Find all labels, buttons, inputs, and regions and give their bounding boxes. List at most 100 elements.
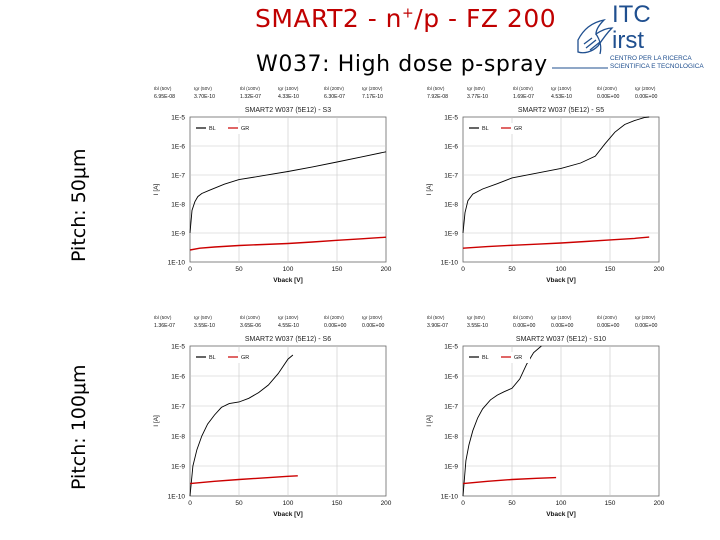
summary-header: Ibl (50V)	[154, 86, 172, 91]
chart-panel-s6: Ibl (50V) Igr (50V) Ibl (100V) Igr (100V) Ib…	[148, 313, 410, 523]
summary-value: 7.92E-08	[427, 94, 448, 100]
legend-box	[193, 352, 257, 363]
summary-value: 6.95E-08	[154, 94, 175, 100]
legend-label: GR	[241, 126, 249, 132]
itc-irst-logo: ITC irst CENTRO PER LA RICERCA SCIENTIFI…	[552, 1, 704, 70]
summary-header: Igr (50V)	[467, 86, 485, 91]
y-tick-label: 1E-7	[444, 173, 458, 180]
x-tick-label: 100	[283, 500, 294, 507]
summary-header: Ibl (100V)	[240, 315, 260, 320]
x-tick-label: 100	[283, 266, 294, 273]
y-tick-label: 1E-5	[171, 115, 185, 122]
summary-header: Igr (100V)	[551, 86, 572, 91]
y-tick-label: 1E-5	[171, 344, 185, 351]
series-line-bl	[189, 354, 294, 497]
summary-header: Igr (200V)	[635, 315, 656, 320]
chart-panel-s10: Ibl (50V) Igr (50V) Ibl (100V) Igr (100V) Ib…	[421, 313, 683, 523]
summary-header: Igr (50V)	[194, 86, 212, 91]
summary-header: Ibl (100V)	[240, 86, 260, 91]
legend-label: GR	[241, 355, 249, 361]
y-tick-label: 1E-10	[168, 260, 186, 267]
summary-value: 0.00E+00	[551, 323, 573, 329]
summary-value: 0.00E+00	[597, 323, 619, 329]
pitch-label-50um: Pitch: 50μm	[68, 148, 90, 262]
series-line-bl	[189, 151, 387, 234]
y-axis-label: I [A]	[426, 415, 433, 427]
legend-box	[193, 123, 257, 134]
legend-label: BL	[209, 126, 216, 132]
y-tick-label: 1E-7	[171, 404, 185, 411]
x-tick-label: 150	[332, 500, 343, 507]
y-axis-label: I [A]	[153, 184, 160, 196]
summary-value: 4.53E-10	[551, 94, 572, 100]
x-tick-label: 150	[605, 266, 616, 273]
x-axis-label: Vback [V]	[546, 511, 576, 518]
x-axis-label: Vback [V]	[546, 277, 576, 284]
chart-s6: Ibl (50V) Igr (50V) Ibl (100V) Igr (100V) Ib…	[153, 315, 392, 518]
y-tick-label: 1E-7	[444, 404, 458, 411]
series-line-gr	[462, 476, 557, 485]
summary-header: Igr (200V)	[635, 86, 656, 91]
x-tick-label: 50	[235, 266, 243, 273]
summary-value: 4.55E-10	[278, 323, 299, 329]
summary-value: 7.17E-10	[362, 94, 383, 100]
summary-value: 0.00E+00	[635, 323, 657, 329]
summary-value: 0.00E+00	[513, 323, 535, 329]
summary-value: 3.77E-10	[467, 94, 488, 100]
summary-value: 0.00E+00	[324, 323, 346, 329]
summary-header: Ibl (200V)	[597, 86, 617, 91]
y-tick-label: 1E-8	[444, 202, 458, 209]
summary-header: Ibl (50V)	[427, 315, 445, 320]
legend-label: BL	[482, 355, 489, 361]
chart-s10: Ibl (50V) Igr (50V) Ibl (100V) Igr (100V) Ib…	[426, 315, 665, 518]
legend-label: BL	[209, 355, 216, 361]
x-tick-label: 0	[461, 500, 465, 507]
slide-title: SMART2 - n+/p - FZ 200	[255, 4, 556, 33]
summary-value: 1.36E-07	[154, 323, 175, 329]
y-tick-label: 1E-9	[444, 464, 458, 471]
y-tick-label: 1E-5	[444, 344, 458, 351]
legend-box	[466, 123, 530, 134]
summary-value: 3.55E-10	[467, 323, 488, 329]
legend-label: BL	[482, 126, 489, 132]
x-tick-label: 50	[235, 500, 243, 507]
chart-title: SMART2 W037 (5E12) - S6	[245, 336, 331, 343]
y-tick-label: 1E-10	[168, 494, 186, 501]
summary-header: Igr (200V)	[362, 315, 383, 320]
x-tick-label: 100	[556, 500, 567, 507]
y-axis-label: I [A]	[426, 184, 433, 196]
eagle-crest-icon	[577, 18, 614, 55]
summary-header: Ibl (200V)	[324, 315, 344, 320]
x-tick-label: 200	[654, 266, 665, 273]
logo-line2: irst	[612, 27, 644, 54]
slide-title-rest: /p - FZ 200	[414, 4, 557, 33]
legend-label: GR	[514, 126, 522, 132]
logo-tagline2: SCIENTIFICA E TECNOLOGICA	[610, 63, 704, 70]
chart-panel-s5: Ibl (50V) Igr (50V) Ibl (100V) Igr (100V) Ib…	[421, 84, 683, 289]
summary-header: Ibl (50V)	[154, 315, 172, 320]
slide-subtitle: W037: High dose p-spray	[256, 52, 548, 77]
x-tick-label: 200	[381, 500, 392, 507]
y-tick-label: 1E-8	[444, 434, 458, 441]
x-tick-label: 50	[508, 266, 516, 273]
y-tick-label: 1E-6	[171, 144, 185, 151]
summary-header: Igr (50V)	[467, 315, 485, 320]
summary-value: 4.33E-10	[278, 94, 299, 100]
chart-panel-s3: Ibl (50V) Igr (50V) Ibl (100V) Igr (100V) Ib…	[148, 84, 410, 289]
y-tick-label: 1E-6	[171, 374, 185, 381]
slide-title-superscript: +	[402, 5, 415, 22]
x-axis-label: Vback [V]	[273, 511, 303, 518]
y-tick-label: 1E-10	[441, 260, 459, 267]
series-line-bl	[462, 116, 650, 234]
summary-value: 0.00E+00	[635, 94, 657, 100]
summary-header: Ibl (50V)	[427, 86, 445, 91]
summary-value: 1.32E-07	[240, 94, 261, 100]
x-tick-label: 200	[381, 266, 392, 273]
chart-title: SMART2 W037 (5E12) - S5	[518, 107, 604, 114]
legend-label: GR	[514, 355, 522, 361]
slide-title-main: SMART2 - n	[255, 4, 403, 33]
series-line-bl	[462, 345, 542, 497]
y-tick-label: 1E-9	[171, 231, 185, 238]
summary-header: Igr (100V)	[551, 315, 572, 320]
summary-header: Igr (100V)	[278, 86, 299, 91]
